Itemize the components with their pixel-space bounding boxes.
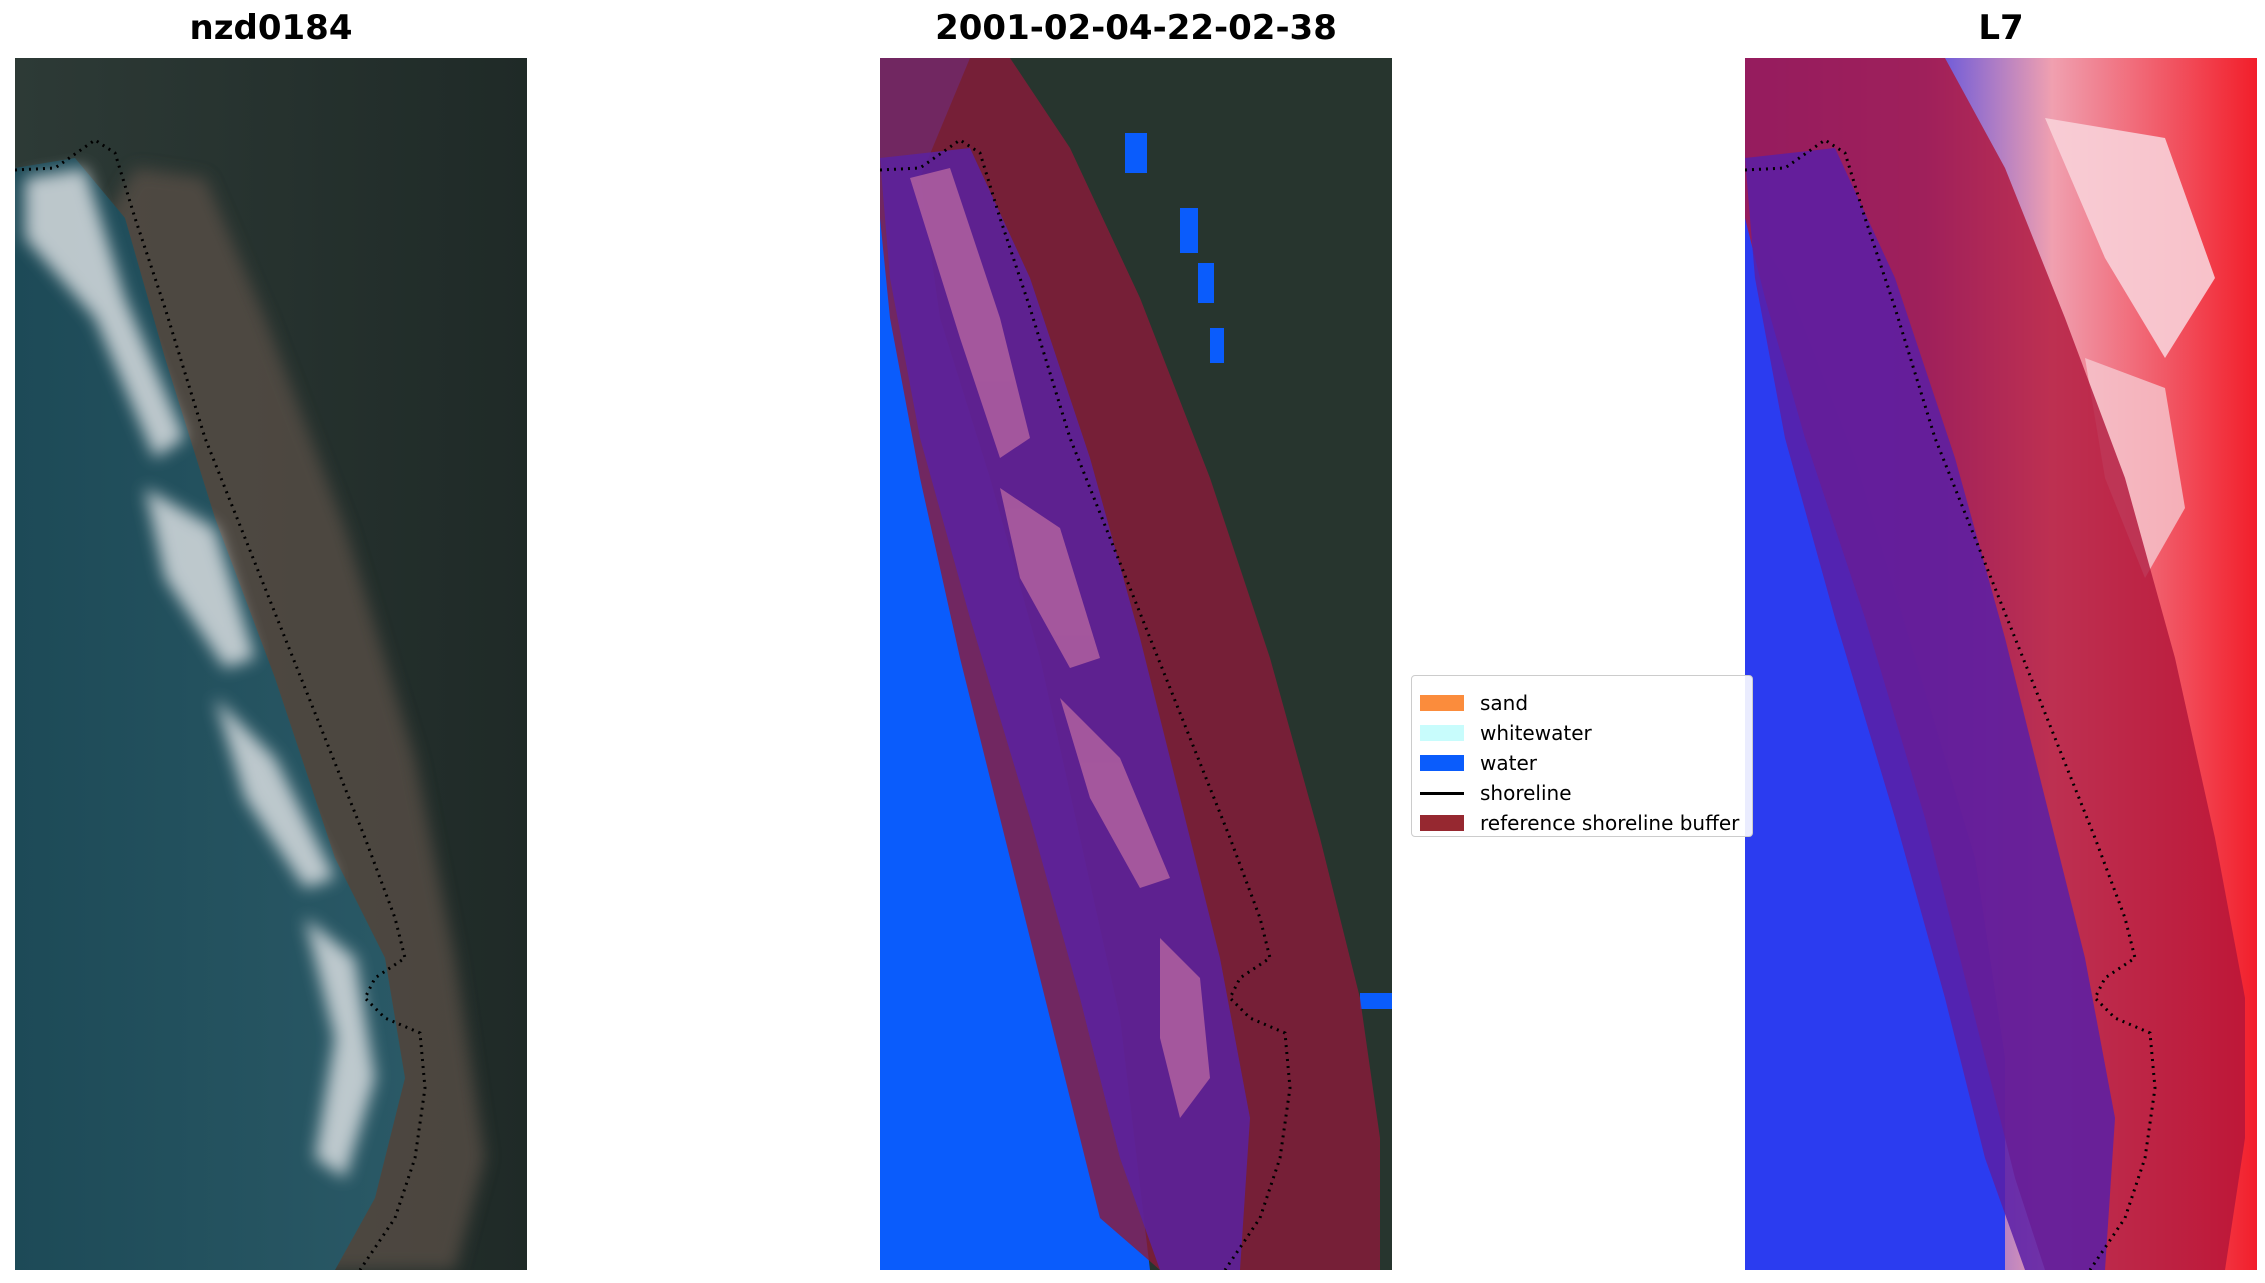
legend: sand whitewater water shoreline referenc… bbox=[1411, 675, 1753, 837]
legend-item-water: water bbox=[1420, 748, 1537, 778]
rgb-image-panel bbox=[15, 58, 527, 1270]
legend-item-shoreline: shoreline bbox=[1420, 778, 1572, 808]
legend-item-reference-buffer: reference shoreline buffer bbox=[1420, 808, 1740, 836]
panel-title-classified: 2001-02-04-22-02-38 bbox=[935, 8, 1337, 48]
panel-title-index: L7 bbox=[1978, 8, 2024, 48]
legend-swatch-reference-buffer bbox=[1420, 815, 1464, 831]
legend-label: shoreline bbox=[1480, 781, 1572, 805]
legend-label: whitewater bbox=[1480, 721, 1592, 745]
legend-swatch-whitewater bbox=[1420, 725, 1464, 741]
legend-swatch-shoreline bbox=[1420, 791, 1464, 795]
panel-title-rgb: nzd0184 bbox=[189, 8, 353, 48]
legend-label: water bbox=[1480, 751, 1537, 775]
classified-image-panel bbox=[880, 58, 1392, 1270]
legend-label: sand bbox=[1480, 691, 1529, 715]
legend-label: reference shoreline buffer bbox=[1480, 811, 1740, 835]
legend-item-whitewater: whitewater bbox=[1420, 718, 1592, 748]
legend-item-sand: sand bbox=[1420, 688, 1528, 718]
index-image-panel bbox=[1745, 58, 2257, 1270]
legend-swatch-sand bbox=[1420, 695, 1464, 711]
legend-swatch-water bbox=[1420, 755, 1464, 771]
